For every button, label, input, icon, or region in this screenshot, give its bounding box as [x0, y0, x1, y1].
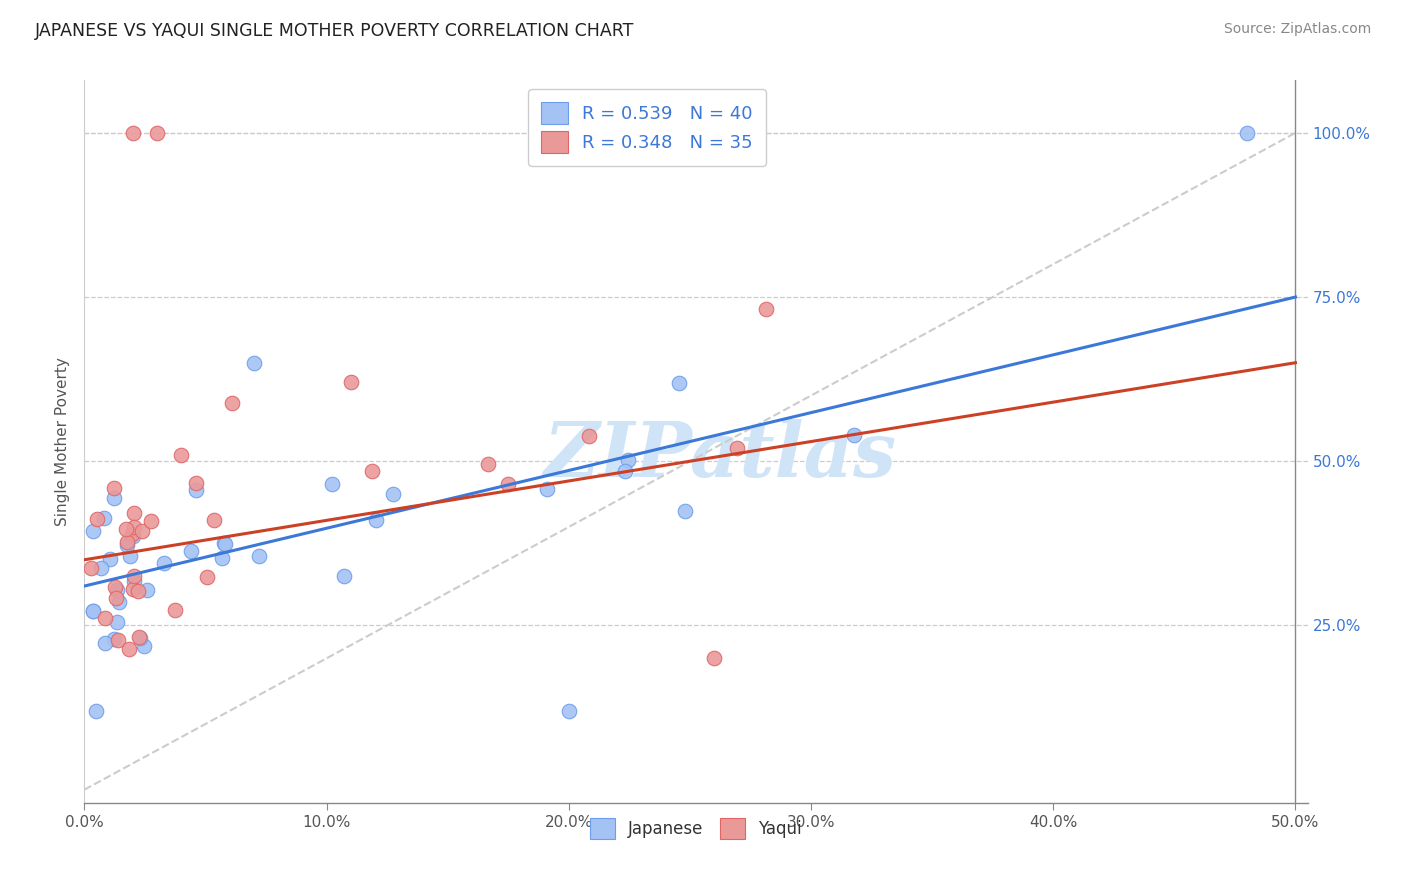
- Point: [122, 506, 145, 520]
- Point: [107, 633, 129, 648]
- Point: [82, 604, 104, 618]
- Point: [103, 481, 125, 495]
- Point: [496, 476, 519, 491]
- Point: [103, 632, 125, 646]
- Point: [675, 504, 697, 518]
- Point: [361, 464, 384, 478]
- Point: [617, 453, 640, 467]
- Point: [221, 396, 243, 410]
- Point: [184, 475, 207, 490]
- Point: [115, 535, 138, 549]
- Point: [180, 544, 202, 558]
- Y-axis label: Single Mother Poverty: Single Mother Poverty: [55, 357, 70, 526]
- Point: [578, 429, 600, 443]
- Point: [536, 482, 558, 496]
- Point: [195, 570, 218, 584]
- Point: [128, 631, 150, 645]
- Point: [105, 615, 128, 629]
- Point: [243, 356, 266, 370]
- Point: [118, 642, 141, 657]
- Legend: Japanese, Yaqui: Japanese, Yaqui: [579, 808, 813, 848]
- Point: [100, 552, 122, 566]
- Point: [754, 301, 776, 316]
- Point: [80, 561, 103, 575]
- Point: [842, 427, 865, 442]
- Point: [131, 524, 153, 538]
- Text: Source: ZipAtlas.com: Source: ZipAtlas.com: [1223, 22, 1371, 37]
- Text: JAPANESE VS YAQUI SINGLE MOTHER POVERTY CORRELATION CHART: JAPANESE VS YAQUI SINGLE MOTHER POVERTY …: [35, 22, 634, 40]
- Point: [477, 458, 499, 472]
- Point: [165, 603, 187, 617]
- Point: [115, 539, 138, 553]
- Point: [128, 630, 150, 644]
- Point: [94, 636, 117, 650]
- Point: [82, 524, 104, 538]
- Point: [212, 536, 235, 550]
- Point: [333, 569, 356, 583]
- Point: [703, 651, 725, 665]
- Point: [211, 551, 233, 566]
- Point: [558, 704, 581, 718]
- Point: [202, 513, 225, 527]
- Point: [118, 549, 141, 563]
- Point: [136, 582, 159, 597]
- Point: [115, 522, 138, 536]
- Point: [321, 477, 343, 491]
- Point: [122, 519, 145, 533]
- Point: [105, 583, 128, 598]
- Point: [121, 529, 143, 543]
- Point: [86, 704, 108, 718]
- Point: [122, 568, 145, 582]
- Point: [127, 583, 149, 598]
- Point: [104, 580, 127, 594]
- Point: [364, 513, 387, 527]
- Point: [214, 537, 236, 551]
- Point: [153, 556, 176, 570]
- Point: [103, 491, 125, 505]
- Point: [1236, 126, 1258, 140]
- Text: ZIPatlas: ZIPatlas: [544, 419, 897, 493]
- Point: [121, 126, 143, 140]
- Point: [382, 487, 405, 501]
- Point: [86, 512, 108, 526]
- Point: [121, 526, 143, 541]
- Point: [247, 549, 270, 563]
- Point: [613, 464, 636, 478]
- Point: [146, 126, 169, 140]
- Point: [108, 594, 131, 608]
- Point: [184, 483, 207, 498]
- Point: [82, 604, 104, 618]
- Point: [139, 514, 162, 528]
- Point: [170, 448, 193, 462]
- Point: [121, 582, 143, 596]
- Point: [668, 376, 690, 390]
- Point: [90, 561, 112, 575]
- Point: [122, 574, 145, 588]
- Point: [340, 376, 363, 390]
- Point: [725, 441, 748, 455]
- Point: [104, 591, 127, 606]
- Point: [132, 640, 155, 654]
- Point: [93, 611, 115, 625]
- Point: [93, 510, 115, 524]
